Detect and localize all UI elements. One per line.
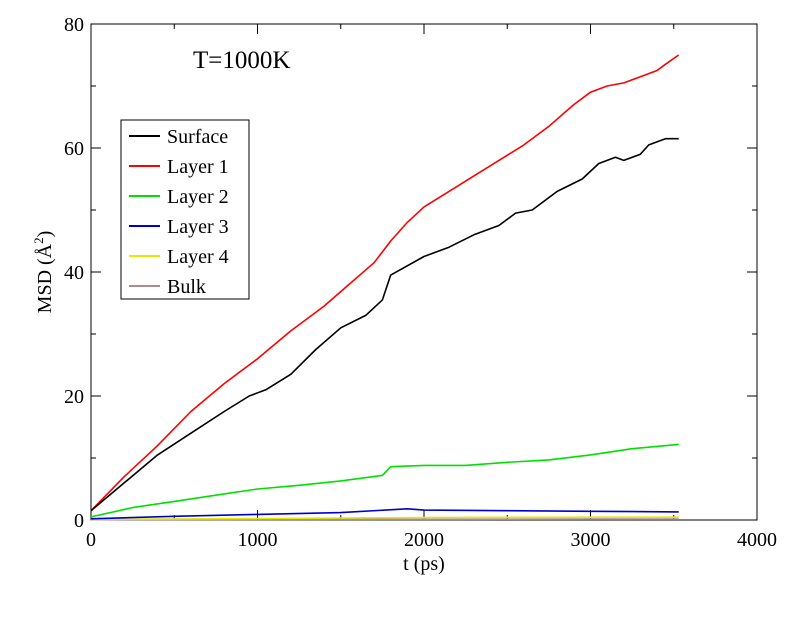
y-axis-label-unit: Å xyxy=(34,243,56,258)
x-tick-label: 1000 xyxy=(238,529,278,551)
series-line-layer-3 xyxy=(90,507,679,520)
y-tick-label: 0 xyxy=(74,510,84,532)
x-tick-label: 0 xyxy=(86,529,96,551)
series-line-layer-1 xyxy=(90,54,680,512)
y-axis-label-sup: 2 xyxy=(31,237,46,244)
legend-box xyxy=(120,119,250,300)
legend-label-layer-4: Layer 4 xyxy=(167,246,229,268)
y-tick-label: 60 xyxy=(64,138,84,160)
x-tick-label: 3000 xyxy=(571,529,611,551)
x-tick-label: 2000 xyxy=(404,529,444,551)
y-axis-label-close: ) xyxy=(34,231,56,238)
series-line-surface xyxy=(90,137,679,512)
series-layer xyxy=(90,54,680,521)
temperature-annotation: T=1000K xyxy=(193,47,290,74)
legend-items: Surface Layer 1 Layer 2 Layer 3 Layer 4 Bulk xyxy=(129,126,229,298)
series-line-layer-2 xyxy=(90,443,679,518)
axis-ticks: 0 1000 2000 3000 4000 0 20 40 60 80 xyxy=(64,14,777,551)
series-line-layer-4 xyxy=(90,516,679,521)
legend: Surface Layer 1 Layer 2 Layer 3 Layer 4 Bulk xyxy=(120,119,250,300)
legend-label-bulk: Bulk xyxy=(167,276,206,298)
y-tick-label: 80 xyxy=(64,14,84,36)
y-tick-label: 20 xyxy=(64,386,84,408)
legend-label-surface: Surface xyxy=(167,126,228,148)
legend-label-layer-1: Layer 1 xyxy=(167,156,229,178)
y-axis-label: MSD (Å2) xyxy=(31,231,56,314)
y-tick-label: 40 xyxy=(64,262,84,284)
y-axis-label-base: MSD ( xyxy=(34,258,56,313)
legend-label-layer-2: Layer 2 xyxy=(167,186,229,208)
x-tick-label: 4000 xyxy=(737,529,777,551)
legend-label-layer-3: Layer 3 xyxy=(167,216,229,238)
x-axis-label: t (ps) xyxy=(403,553,445,575)
